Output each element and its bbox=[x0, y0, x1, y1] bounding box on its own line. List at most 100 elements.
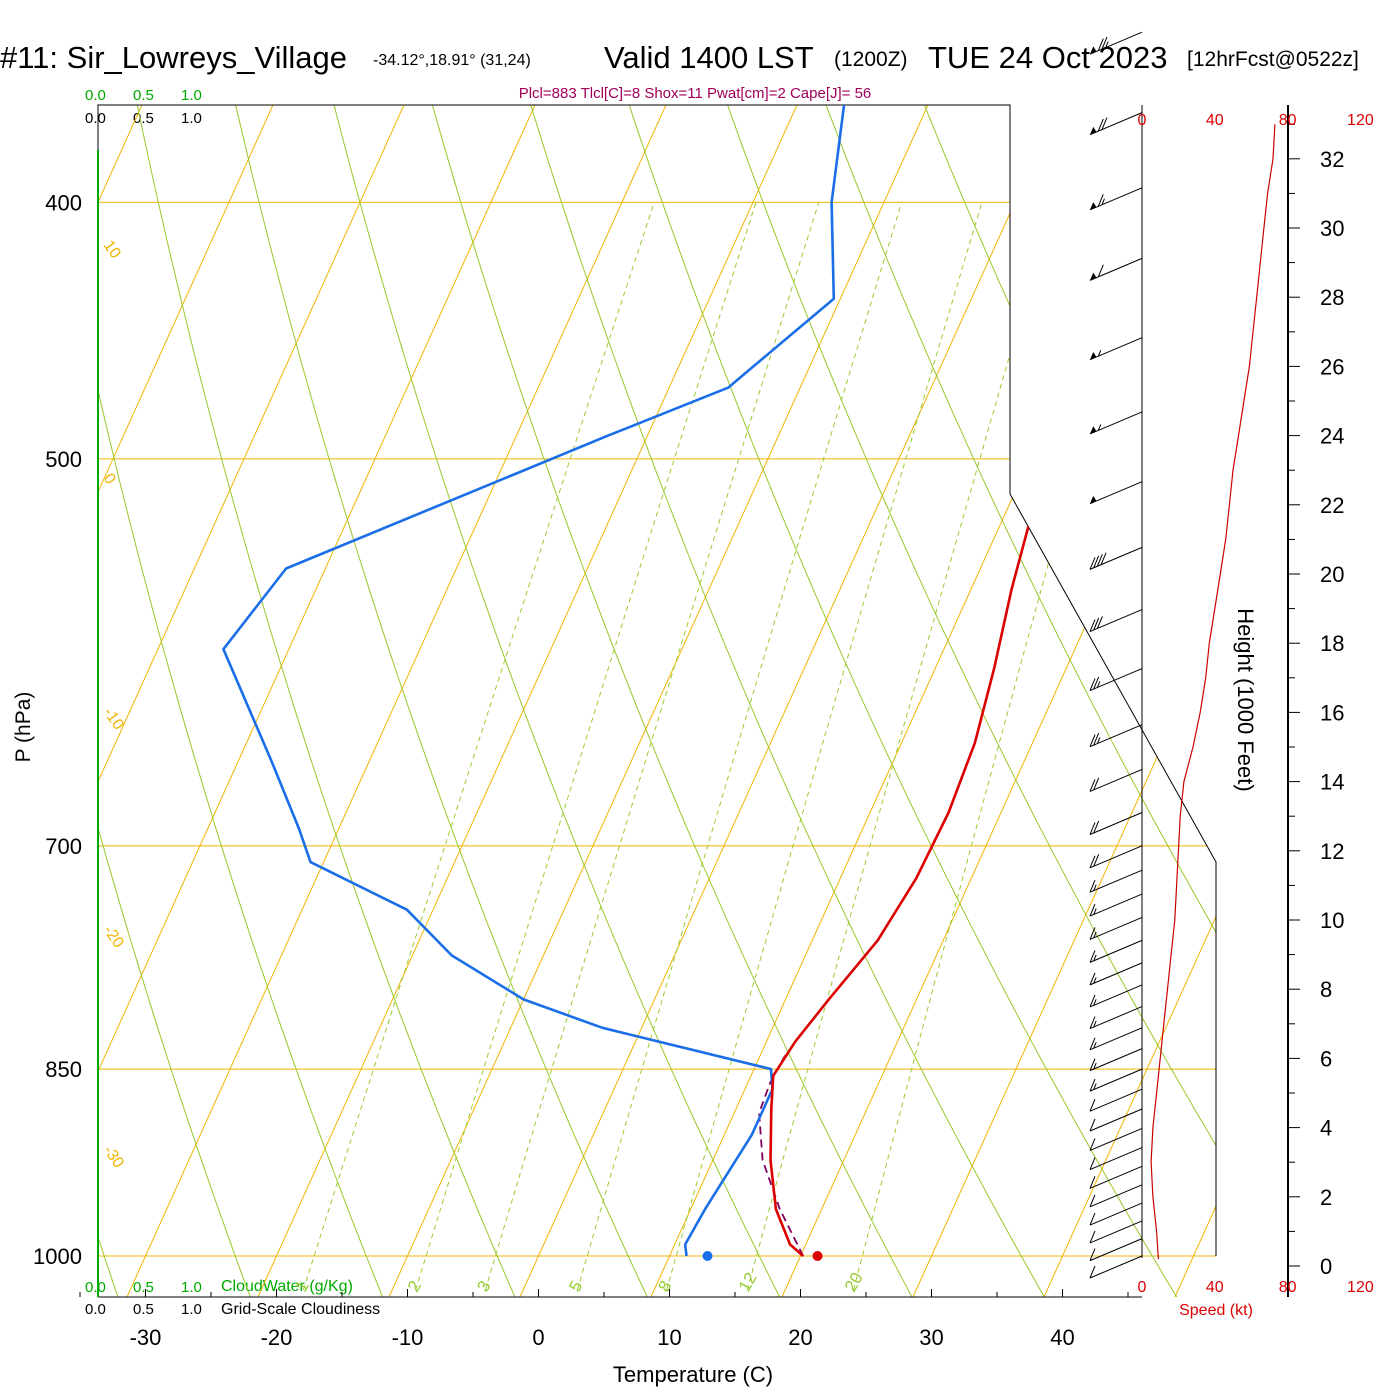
wind-barb-half-feather bbox=[1093, 1062, 1097, 1070]
cloud-water-tick: 0.0 bbox=[85, 1279, 106, 1296]
cloud-water-tick: 0.5 bbox=[133, 87, 154, 104]
isotherm-line bbox=[98, 105, 234, 1297]
wind-barb bbox=[1089, 1068, 1143, 1092]
speed-tick-label: 80 bbox=[1279, 1279, 1297, 1296]
wind-barb-half-feather bbox=[1093, 884, 1097, 891]
wind-barb-half-feather bbox=[1093, 1020, 1097, 1028]
wind-barb-staff bbox=[1089, 1006, 1143, 1030]
wind-barb-half-feather bbox=[1093, 908, 1097, 915]
pressure-axis: 2503004005007008501000 bbox=[33, 190, 82, 1269]
height-tick-label: 8 bbox=[1320, 977, 1332, 1002]
height-tick-label: 26 bbox=[1320, 354, 1344, 379]
speed-axis-title: Speed (kt) bbox=[1179, 1302, 1253, 1319]
height-tick-label: 30 bbox=[1320, 216, 1344, 241]
wind-barb-staff bbox=[1089, 724, 1143, 748]
wind-barb-feather bbox=[1101, 36, 1108, 50]
wind-barb-staff bbox=[1089, 768, 1143, 792]
dry-adiabat-line bbox=[837, 105, 1216, 1297]
dry-adiabat-line bbox=[314, 105, 921, 1297]
cloudiness-tick: 0.0 bbox=[85, 110, 106, 127]
wind-barb-feather bbox=[1089, 994, 1096, 1008]
wind-barb-staff bbox=[1089, 917, 1143, 940]
temperature-tick-label: 0 bbox=[532, 1325, 544, 1350]
pressure-label: 400 bbox=[45, 190, 82, 215]
dry-adiabat-line bbox=[227, 105, 788, 1297]
wind-barb-staff bbox=[1089, 893, 1143, 917]
wind-barb-staff bbox=[1089, 1184, 1143, 1208]
wind-barb-staff bbox=[1089, 984, 1143, 1008]
dry-adiabat-line bbox=[489, 105, 1187, 1297]
wind-barb bbox=[1089, 1048, 1143, 1072]
wind-barb-staff bbox=[1089, 845, 1143, 869]
wind-barb-feather bbox=[1100, 552, 1107, 565]
cloud-scale-bottom: 0.0 0.5 1.0 CloudWater (g/Kg) 0.0 0.5 1.… bbox=[85, 1278, 380, 1318]
isotherm-line bbox=[98, 105, 627, 1297]
wind-barb bbox=[1089, 187, 1143, 211]
wind-barb bbox=[1089, 1220, 1143, 1244]
wind-barb-pennant bbox=[1090, 351, 1097, 360]
wind-barb-feather bbox=[1089, 1248, 1096, 1261]
height-tick-label: 32 bbox=[1320, 147, 1344, 172]
wind-barb-feather bbox=[1089, 1078, 1096, 1092]
wind-barb bbox=[1089, 1255, 1143, 1279]
wind-barb bbox=[1089, 962, 1143, 986]
wind-barb-half-feather bbox=[1093, 931, 1097, 939]
wind-barb-staff bbox=[1089, 187, 1143, 211]
dry-adiabat-line bbox=[98, 105, 523, 1297]
y-axis-title: P (hPa) bbox=[12, 692, 35, 763]
wind-barb-feather bbox=[1089, 927, 1096, 940]
wind-barb-feather bbox=[1089, 880, 1096, 893]
mixing-ratio-line bbox=[302, 202, 655, 1291]
wind-speed-profile bbox=[1150, 124, 1276, 1260]
wind-barb-pennant bbox=[1090, 495, 1097, 504]
wind-barb bbox=[1089, 112, 1143, 136]
wind-barb-staff bbox=[1089, 337, 1143, 361]
dry-adiabat-line bbox=[401, 105, 1054, 1297]
wind-barb-feather bbox=[1089, 1265, 1096, 1279]
wind-barb-feather bbox=[1093, 820, 1100, 834]
wind-barb-staff bbox=[1089, 962, 1143, 986]
height-tick-label: 0 bbox=[1320, 1254, 1332, 1279]
wind-barb-half-feather bbox=[1093, 999, 1097, 1006]
wind-barb-feather bbox=[1093, 676, 1100, 690]
wind-barb-feather bbox=[1097, 118, 1104, 132]
wind-barb-staff bbox=[1089, 1165, 1143, 1189]
wind-barb-staff bbox=[1089, 1147, 1143, 1171]
height-tick-label: 18 bbox=[1320, 631, 1344, 656]
dry-adiabat-line bbox=[663, 105, 1216, 1297]
wind-barb bbox=[1089, 1006, 1143, 1030]
wind-barb-half-feather bbox=[1093, 1083, 1097, 1090]
wind-barb-half-feather bbox=[1093, 977, 1097, 984]
temperature-profile bbox=[769, 105, 1137, 1257]
station-title: #11: Sir_Lowreys_Village bbox=[0, 40, 347, 75]
wind-barb-half-feather bbox=[1105, 41, 1109, 48]
temperature-tick-label: 40 bbox=[1050, 1325, 1074, 1350]
wind-barb-feather bbox=[1089, 1230, 1096, 1244]
dewpoint-profile bbox=[222, 105, 1025, 1257]
wind-barb-half-feather bbox=[1093, 1042, 1097, 1049]
speed-tick-label: 0 bbox=[1138, 112, 1147, 129]
wind-barb-feather bbox=[1089, 1212, 1096, 1226]
wind-barb bbox=[1089, 917, 1143, 940]
wind-barb-half-feather bbox=[1093, 954, 1097, 962]
wind-barb-pennant bbox=[1090, 126, 1097, 135]
wind-barb-staff bbox=[1089, 1088, 1143, 1112]
isotherm-line bbox=[381, 105, 1151, 1297]
wind-barb-half-feather bbox=[1097, 350, 1102, 357]
wind-barb-staff bbox=[1089, 939, 1143, 963]
cloudiness-tick: 0.5 bbox=[133, 1301, 154, 1318]
wind-barb-staff bbox=[1089, 869, 1143, 893]
cloud-water-tick: 1.0 bbox=[181, 87, 202, 104]
height-tick-label: 28 bbox=[1320, 285, 1344, 310]
dry-adiabat-line bbox=[750, 105, 1216, 1297]
height-tick-label: 14 bbox=[1320, 770, 1344, 795]
speed-tick-label: 0 bbox=[1138, 1279, 1147, 1296]
wind-barb bbox=[1089, 546, 1143, 570]
dry-adiabat-line bbox=[1361, 0, 1400, 1312]
isotherm-line bbox=[643, 105, 1216, 1297]
wind-barb-feather bbox=[1089, 822, 1096, 835]
speed-tick-label: 80 bbox=[1279, 112, 1297, 129]
